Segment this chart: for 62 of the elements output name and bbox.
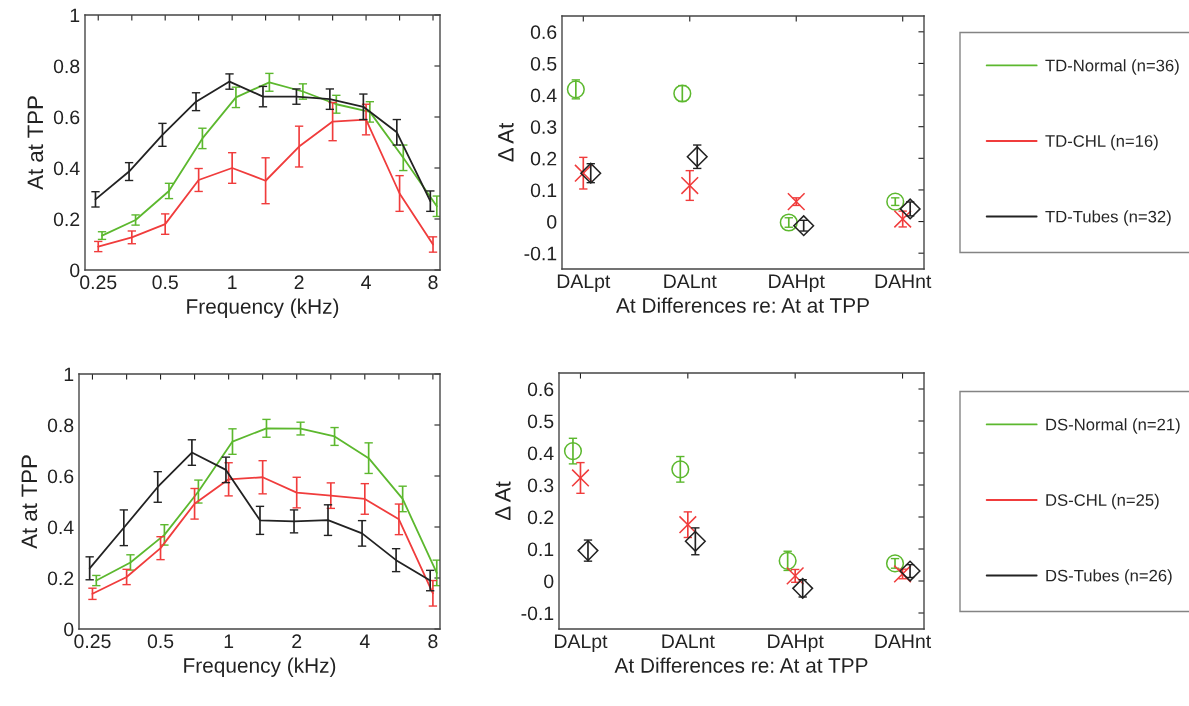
y-tick-label: -0.1 <box>521 606 554 621</box>
x-tick-label: DAHnt <box>875 634 932 649</box>
x-tick-label: 0.25 <box>74 634 111 649</box>
x-tick-label: DALpt <box>557 274 611 292</box>
x-tick-label: 2 <box>294 275 304 289</box>
x-tick-label: DALpt <box>555 634 608 652</box>
legend-label: DS-CHL (n=25) <box>1046 493 1159 510</box>
legend-label: DS-Tubes (n=26) <box>1046 569 1172 585</box>
y-tick-label: 0 <box>64 622 74 637</box>
x-tick-label: 4 <box>361 275 371 289</box>
x-tick-label: 8 <box>428 634 438 649</box>
x-axis-title: At Differences re: At at TPP <box>614 657 868 673</box>
x-tick-label: DAHnt <box>875 274 932 289</box>
y-tick-label: 0.6 <box>47 469 74 484</box>
legend-label: TD-CHL (n=16) <box>1045 134 1158 151</box>
y-tick-label: 0 <box>547 215 557 229</box>
y-tick-label: 0.4 <box>47 520 74 535</box>
y-tick-label: 0.2 <box>530 151 557 166</box>
y-axis-title: At at TPP <box>27 96 44 190</box>
y-tick-label: 0.4 <box>527 446 554 461</box>
x-tick-label: 0.25 <box>80 275 117 290</box>
x-tick-label: 0.5 <box>152 275 178 290</box>
y-axis-title: At at TPP <box>21 455 38 549</box>
y-tick-label: 0.3 <box>527 478 554 493</box>
legend-label: DS-Normal (n=21) <box>1046 418 1180 434</box>
x-axis-title: At Differences re: At at TPP <box>616 297 869 313</box>
y-tick-label: 0.6 <box>53 110 80 125</box>
x-axis-title: Frequency (kHz) <box>187 298 339 318</box>
y-tick-label: 0 <box>544 574 554 589</box>
y-tick-label: 0.4 <box>530 88 557 103</box>
y-axis-title: Δ At <box>495 481 511 521</box>
y-tick-label: 0.2 <box>53 212 80 227</box>
y-tick-label: 1 <box>70 8 80 23</box>
legend-label: TD-Normal (n=36) <box>1045 59 1179 75</box>
y-tick-label: 0 <box>70 263 80 278</box>
y-tick-label: 0.6 <box>530 25 557 40</box>
x-tick-label: 2 <box>292 634 302 648</box>
x-tick-label: 0.5 <box>147 634 174 649</box>
y-tick-label: 0.5 <box>530 56 557 71</box>
x-tick-label: DAHpt <box>768 634 824 652</box>
x-axis-title: Frequency (kHz) <box>184 657 336 677</box>
y-tick-label: 0.3 <box>530 120 557 134</box>
y-tick-label: 0.4 <box>53 161 80 176</box>
y-tick-label: 0.6 <box>527 382 554 397</box>
y-tick-label: 0.2 <box>527 510 554 525</box>
y-tick-label: 0.1 <box>530 183 557 198</box>
y-tick-label: 0.8 <box>47 418 74 433</box>
x-tick-label: 1 <box>228 275 237 289</box>
y-tick-label: 0.5 <box>527 414 554 429</box>
x-tick-label: DAHpt <box>769 274 825 292</box>
x-tick-label: 4 <box>359 634 370 648</box>
x-tick-label: 1 <box>224 634 234 648</box>
y-axis-title: Δ At <box>498 122 514 162</box>
x-tick-label: DALnt <box>664 274 717 289</box>
legend-label: TD-Tubes (n=32) <box>1045 210 1171 226</box>
x-tick-label: DALnt <box>662 634 715 649</box>
y-tick-label: 0.1 <box>527 542 554 557</box>
y-tick-label: 0.8 <box>53 59 80 74</box>
x-tick-label: 8 <box>428 275 438 290</box>
y-tick-label: -0.1 <box>524 246 557 261</box>
y-tick-label: 0.2 <box>47 571 74 586</box>
y-tick-label: 1 <box>64 367 74 382</box>
